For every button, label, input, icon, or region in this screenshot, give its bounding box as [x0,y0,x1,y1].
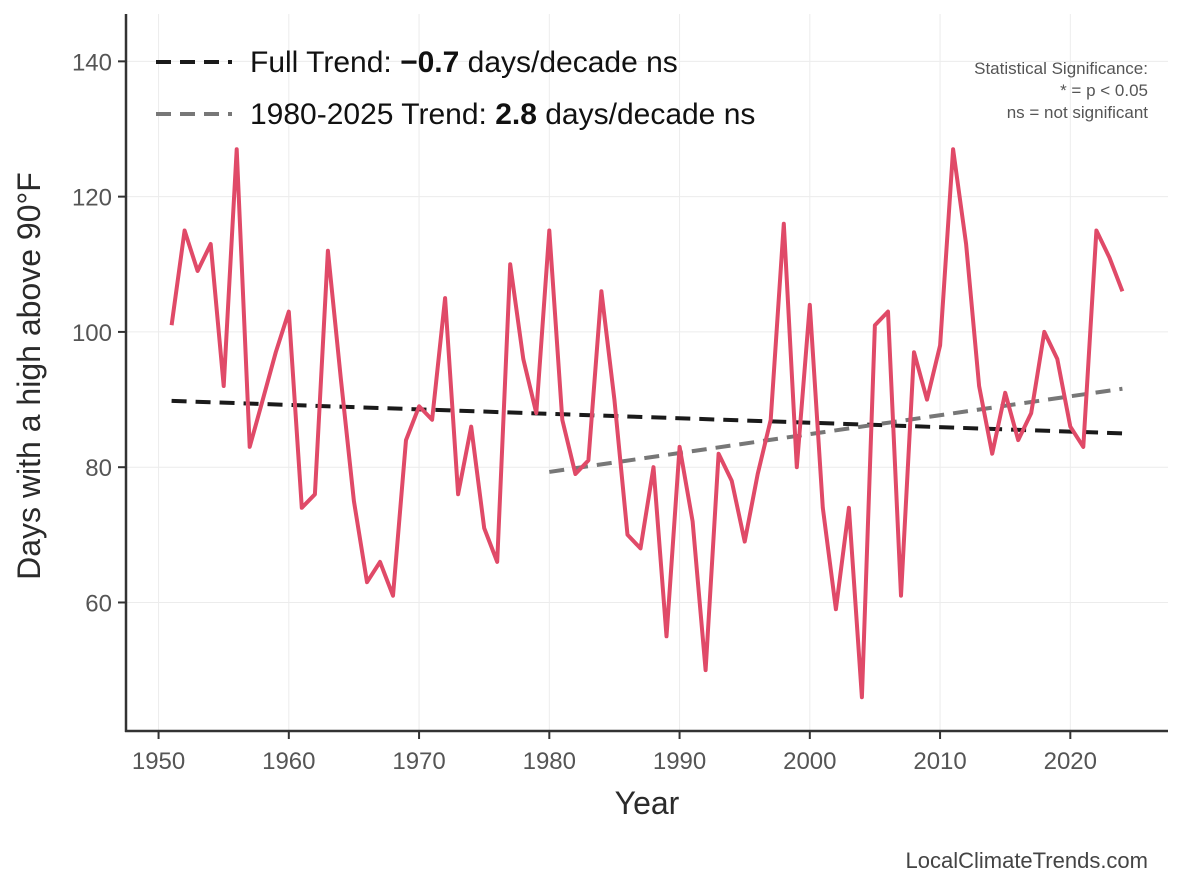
axes [124,14,1168,733]
x-tick-label-1970: 1970 [392,748,445,775]
y-tick-label-140: 140 [72,49,112,76]
x-tick-label-2010: 2010 [913,748,966,775]
legend-entry-full-trend: Full Trend: −0.7 days/decade ns [250,46,678,79]
x-axis-title: Year [615,785,680,821]
trend-lines [171,386,1123,474]
legend-value-1980-2025-trend: 2.8 [495,98,537,131]
legend-value-full-trend: −0.7 [400,46,459,79]
y-axis-title: Days with a high above 90°F [11,172,47,580]
y-tick-label-120: 120 [72,185,112,212]
significance-note-ns: ns = not significant [1007,103,1149,122]
x-tick-label-1990: 1990 [653,748,706,775]
legend-suffix-1980-2025-trend: days/decade ns [537,98,755,131]
y-tick-label-100: 100 [72,320,112,347]
x-tick-label-1960: 1960 [262,748,315,775]
significance-note: Statistical Significance: * = p < 0.05 n… [974,59,1148,122]
grid [126,14,1168,731]
x-tick-label-2020: 2020 [1044,748,1097,775]
y-tick-label-60: 60 [85,590,112,617]
legend-prefix-full-trend: Full Trend: [250,46,400,79]
legend: Full Trend: −0.7 days/decade ns 1980-202… [156,46,755,131]
significance-note-p-value: * = p < 0.05 [1060,81,1148,100]
trend-line-1980-2025 [549,386,1123,474]
trend-line-full [171,398,1123,436]
y-tick-label-80: 80 [85,455,112,482]
significance-note-title: Statistical Significance: [974,59,1148,78]
x-axis-ticks: 1950 1960 1970 1980 1990 2000 2010 2020 [132,731,1097,775]
legend-entry-1980-2025-trend: 1980-2025 Trend: 2.8 days/decade ns [250,98,755,131]
x-tick-label-1950: 1950 [132,748,185,775]
x-tick-label-2000: 2000 [783,748,836,775]
x-tick-label-1980: 1980 [523,748,576,775]
legend-prefix-1980-2025-trend: 1980-2025 Trend: [250,98,495,131]
footer-credit: LocalClimateTrends.com [905,848,1149,873]
y-axis-ticks: 60 80 100 120 140 [72,49,126,617]
legend-suffix-full-trend: days/decade ns [459,46,677,79]
data-series-line [169,147,1125,700]
